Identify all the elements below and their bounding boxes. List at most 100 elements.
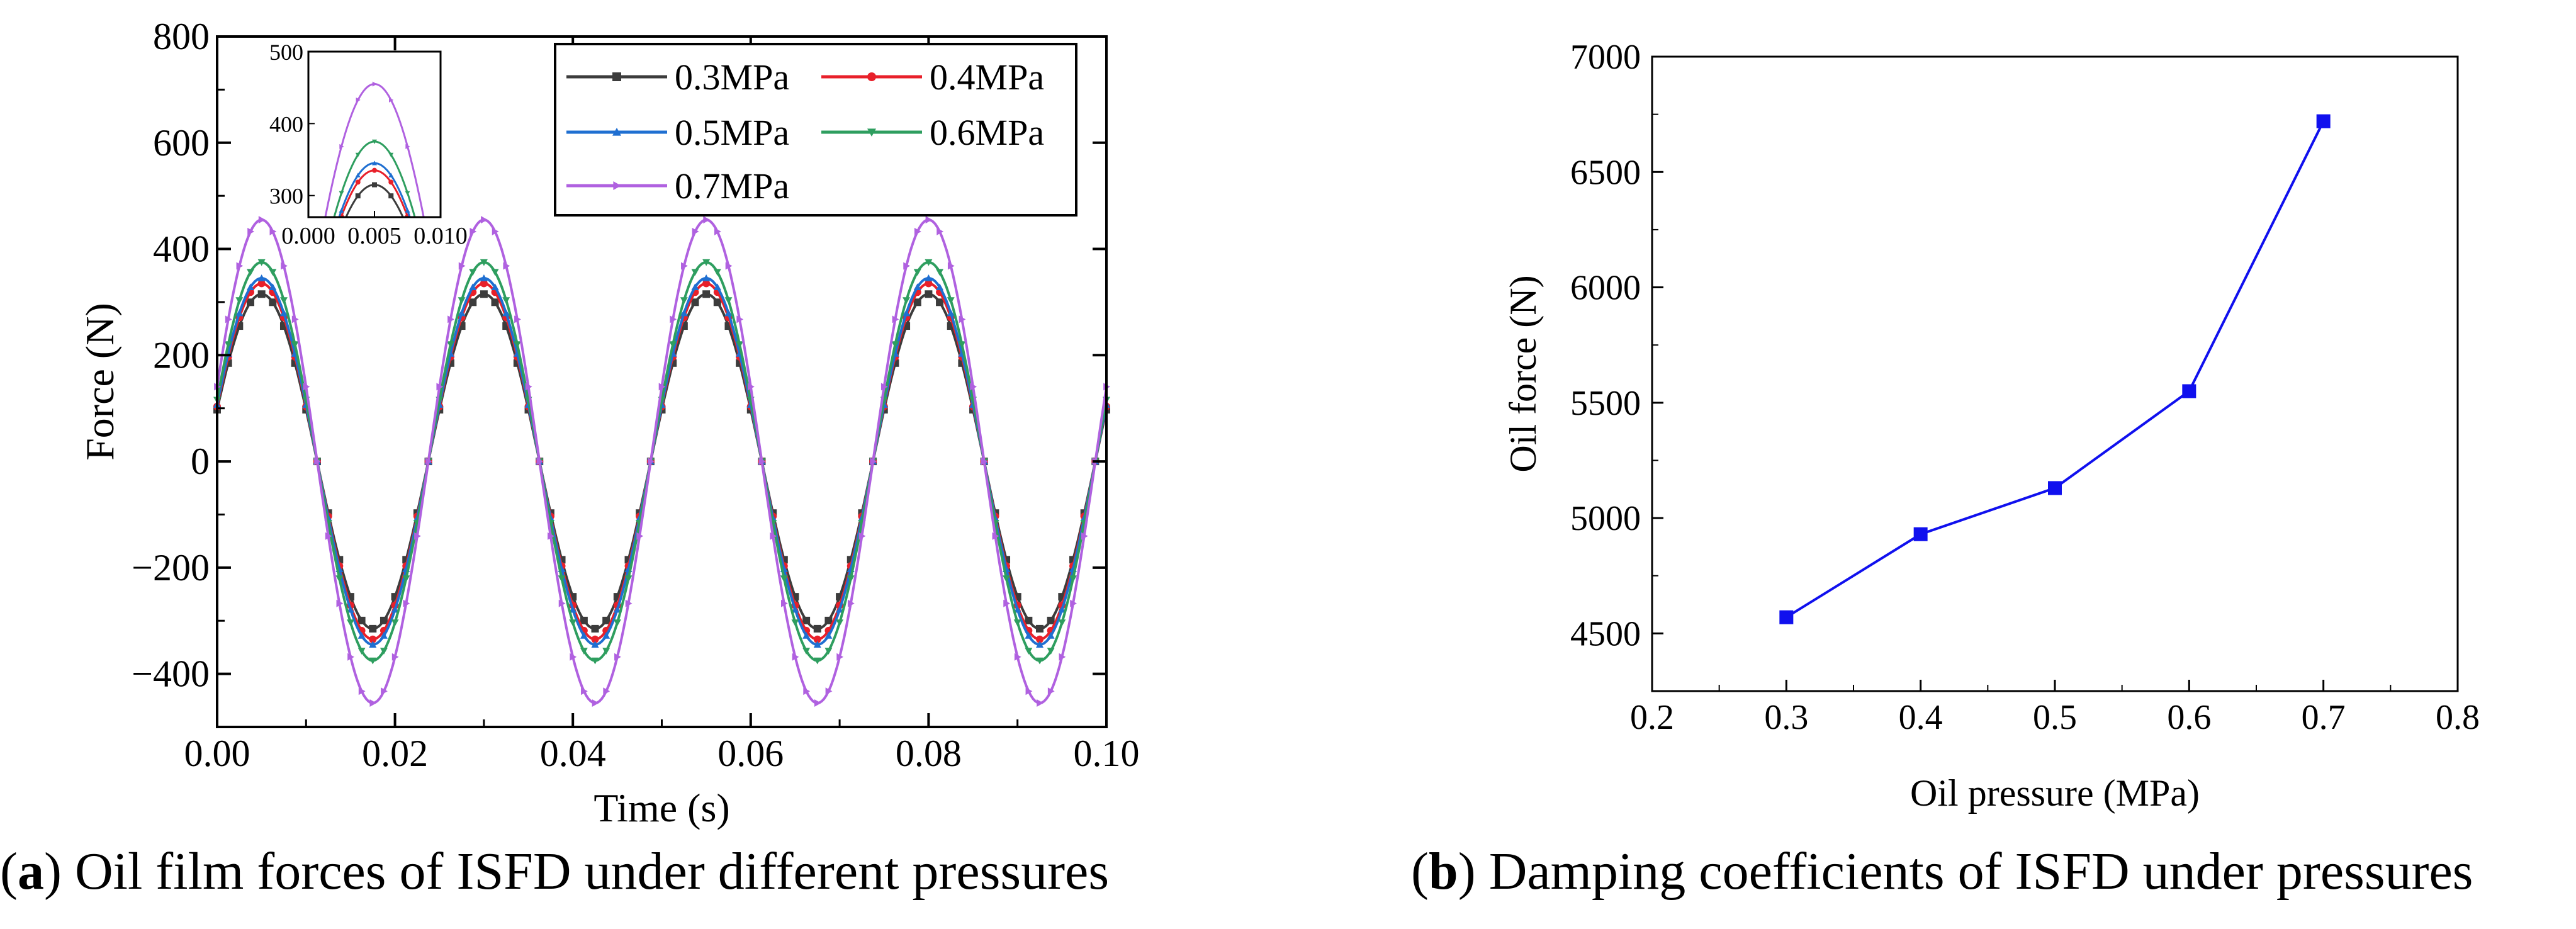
chart-a-inset-point-03MPa: [422, 276, 427, 281]
chart-a-point-03MPa: [824, 616, 833, 624]
chart-a-inset-point-04MPa: [422, 267, 427, 273]
chart-a-point-05MPa: [824, 631, 833, 639]
chart-a-point-06MPa: [1013, 619, 1021, 627]
chart-a-point-06MPa: [480, 259, 488, 266]
chart-a-point-03MPa: [469, 298, 477, 307]
chart-b-point: [2048, 481, 2062, 495]
chart-a-point-06MPa: [491, 269, 499, 276]
chart-a-point-06MPa: [613, 619, 621, 627]
chart-a-point-05MPa: [602, 631, 610, 639]
chart-a-inset-point-07MPa: [356, 97, 361, 103]
chart-a-point-05MPa: [346, 605, 354, 613]
chart-b-xtick-label: 0.2: [1630, 698, 1674, 737]
chart-a-point-06MPa: [691, 269, 699, 276]
chart-b-point: [1779, 610, 1794, 624]
chart-a-point-07MPa: [803, 687, 811, 695]
chart-a-point-05MPa: [235, 309, 244, 317]
chart-a-point-07MPa: [914, 227, 921, 235]
chart-a-inset: 0.000 0.005 0.010 300 400 500: [269, 40, 468, 339]
chart-a-point-07MPa: [703, 216, 711, 224]
chart-a-point-07MPa: [391, 653, 399, 661]
chart-a-legend-marker-04MPa: [867, 72, 876, 81]
chart-a-ytick-label: −400: [132, 653, 210, 695]
chart-a-inset-point-05MPa: [306, 332, 311, 337]
chart-a-legend-marker-07MPa: [613, 181, 621, 190]
chart-a-inset-point-05MPa: [438, 332, 443, 337]
chart-b-ytick-label: 5500: [1570, 384, 1641, 423]
chart-a-point-05MPa: [480, 274, 488, 281]
chart-a-point-05MPa: [502, 309, 510, 317]
chart-a-point-06MPa: [947, 297, 955, 305]
chart-a-ytick-label: 800: [153, 16, 210, 57]
chart-a-point-07MPa: [692, 227, 699, 235]
chart-a-point-03MPa: [691, 298, 699, 307]
chart-a-point-03MPa: [491, 298, 499, 307]
chart-a-xtick-label: 0.04: [540, 733, 606, 774]
chart-a-inset-point-06MPa: [405, 191, 410, 196]
chart-a-point-03MPa: [269, 298, 277, 307]
chart-a-point-07MPa: [780, 599, 788, 607]
chart-a-point-07MPa: [447, 315, 454, 324]
chart-a-point-06MPa: [446, 341, 454, 349]
chart-a-series-06MPa: [213, 259, 1110, 665]
chart-a-inset-point-03MPa: [405, 225, 410, 230]
chart-a-legend-label-05MPa: 0.5MPa: [675, 112, 789, 153]
chart-a-point-05MPa: [580, 631, 588, 639]
chart-a-inset-point-03MPa: [372, 182, 377, 188]
chart-a-point-03MPa: [925, 290, 933, 298]
chart-a-point-06MPa: [257, 259, 266, 266]
chart-a-point-03MPa: [802, 616, 811, 624]
chart-a-point-07MPa: [725, 262, 733, 270]
chart-a-point-07MPa: [792, 653, 799, 661]
chart-a-point-03MPa: [257, 290, 266, 298]
chart-a-point-06MPa: [469, 269, 477, 276]
chart-a-point-07MPa: [836, 653, 844, 661]
chart-a-point-06MPa: [246, 269, 254, 276]
chart-a-point-06MPa: [1047, 648, 1055, 655]
chart-a-inset-point-04MPa: [438, 334, 443, 339]
chart-a-point-06MPa: [235, 297, 244, 305]
chart-a-point-07MPa: [903, 262, 911, 270]
chart-a-inset-point-05MPa: [422, 263, 427, 267]
chart-b-y-axis-label: Oil force (N): [1502, 275, 1544, 472]
chart-a-point-06MPa: [580, 648, 588, 655]
chart-a-point-07MPa: [880, 383, 888, 391]
chart-a-legend-label-06MPa: 0.6MPa: [930, 112, 1044, 153]
chart-a-point-05MPa: [913, 283, 921, 290]
chart-a-point-07MPa: [858, 532, 866, 540]
chart-a-point-07MPa: [970, 383, 977, 391]
chart-a-point-07MPa: [758, 458, 766, 466]
chart-a-point-07MPa: [358, 687, 366, 695]
chart-a-point-06MPa: [569, 619, 577, 627]
chart-a-ytick-label: −200: [132, 547, 210, 588]
chart-a-inset-point-04MPa: [322, 267, 327, 273]
chart-a-legend-marker-05MPa: [612, 128, 621, 136]
chart-a-point-06MPa: [513, 341, 521, 349]
chart-a-inset-point-06MPa: [422, 251, 427, 255]
chart-a-series-line-07MPa: [216, 218, 1108, 705]
chart-a-legend-label-07MPa: 0.7MPa: [675, 166, 789, 206]
chart-a-point-05MPa: [257, 274, 266, 281]
chart-a-series-line-04MPa: [216, 282, 1108, 641]
chart-a-point-06MPa: [1025, 648, 1033, 655]
chart-b-x-axis-label: Oil pressure (MPa): [1910, 772, 2200, 814]
chart-a-point-05MPa: [279, 309, 288, 317]
chart-a-point-06MPa: [802, 648, 811, 655]
caption-a-letter: a: [17, 842, 44, 901]
chart-a-point-03MPa: [580, 616, 588, 624]
chart-a-point-07MPa: [1014, 653, 1021, 661]
chart-a-point-06MPa: [846, 575, 855, 583]
chart-a-point-07MPa: [1070, 599, 1077, 607]
chart-a-point-06MPa: [791, 619, 799, 627]
chart-a-inset-background: [308, 52, 441, 217]
chart-a-point-05MPa: [724, 309, 733, 317]
chart-a-point-06MPa: [836, 619, 844, 627]
chart-b-point: [2316, 114, 2331, 128]
chart-a-point-06MPa: [502, 297, 510, 305]
chart-a-point-05MPa: [269, 283, 277, 290]
chart-a-inset-point-07MPa: [389, 97, 394, 103]
chart-a-point-06MPa: [713, 269, 721, 276]
chart-a-legend-marker-03MPa: [612, 72, 621, 81]
chart-a-point-06MPa: [624, 575, 633, 583]
